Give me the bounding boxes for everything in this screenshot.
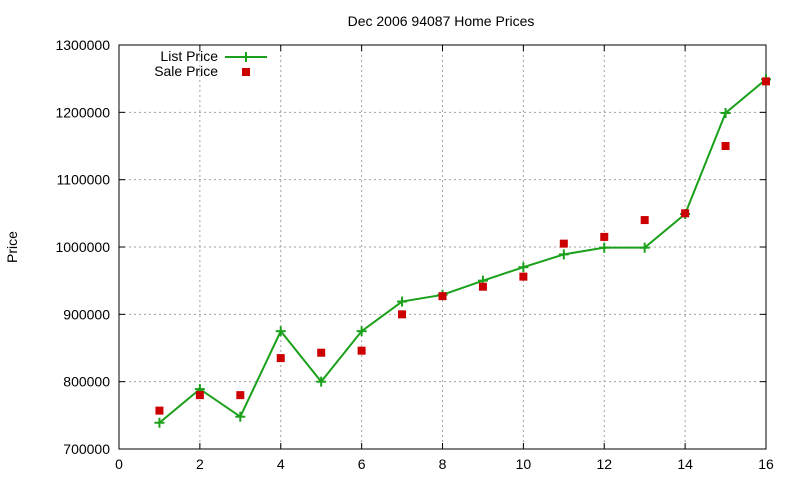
data-point-plus xyxy=(316,376,327,387)
data-point-square xyxy=(398,310,407,319)
data-point-square xyxy=(559,239,568,248)
data-point-square xyxy=(195,391,204,400)
legend-square-marker xyxy=(242,68,250,76)
y-tick-label: 1300000 xyxy=(55,37,110,53)
series-list-price xyxy=(154,74,771,428)
data-point-square xyxy=(357,346,366,355)
legend-plus-marker xyxy=(241,52,251,62)
axis-ticks: 0 2 4 6 8 10 12 14 16 700000 800000 900000 1000000 11… xyxy=(55,37,774,472)
y-axis-label: Price xyxy=(4,231,20,263)
data-point-square xyxy=(276,354,285,363)
data-point-plus xyxy=(275,326,286,337)
data-point-plus xyxy=(599,242,610,253)
data-point-square xyxy=(438,292,447,301)
data-point-plus xyxy=(558,249,569,260)
y-tick-label: 1000000 xyxy=(55,239,110,255)
data-point-square xyxy=(600,232,609,241)
series-layer xyxy=(154,74,771,428)
x-tick-label: 4 xyxy=(277,456,285,472)
y-tick-label: 1100000 xyxy=(57,172,111,188)
y-tick-label: 800000 xyxy=(63,374,110,390)
data-point-square xyxy=(640,216,649,225)
grid xyxy=(119,45,766,449)
data-point-plus xyxy=(397,296,408,307)
data-point-square xyxy=(155,406,164,415)
x-tick-label: 12 xyxy=(596,456,612,472)
chart-title: Dec 2006 94087 Home Prices xyxy=(348,13,535,29)
data-point-square xyxy=(762,77,770,86)
data-point-plus xyxy=(154,417,165,428)
data-point-square xyxy=(236,391,245,400)
y-tick-label: 900000 xyxy=(63,306,110,322)
data-point-plus xyxy=(356,326,367,337)
data-point-square xyxy=(317,348,326,357)
y-tick-label: 700000 xyxy=(63,441,110,457)
data-point-plus xyxy=(720,108,731,119)
legend-label: Sale Price xyxy=(154,63,218,79)
data-point-square xyxy=(478,282,487,291)
x-tick-label: 0 xyxy=(115,456,123,472)
x-tick-label: 10 xyxy=(516,456,532,472)
legend-label: List Price xyxy=(160,48,218,64)
data-point-square xyxy=(681,209,690,218)
x-tick-label: 8 xyxy=(439,456,447,472)
data-point-plus xyxy=(518,262,529,273)
x-tick-label: 14 xyxy=(677,456,693,472)
data-point-square xyxy=(721,142,730,150)
series-line xyxy=(158,78,767,424)
series-sale-price xyxy=(155,77,770,415)
data-point-plus xyxy=(235,411,246,422)
x-tick-label: 16 xyxy=(758,456,774,472)
data-point-plus xyxy=(639,242,650,253)
data-point-square xyxy=(519,272,528,281)
plot-frame xyxy=(118,44,767,450)
x-tick-label: 6 xyxy=(358,456,366,472)
y-tick-label: 1200000 xyxy=(55,104,110,120)
x-tick-label: 2 xyxy=(196,456,204,472)
